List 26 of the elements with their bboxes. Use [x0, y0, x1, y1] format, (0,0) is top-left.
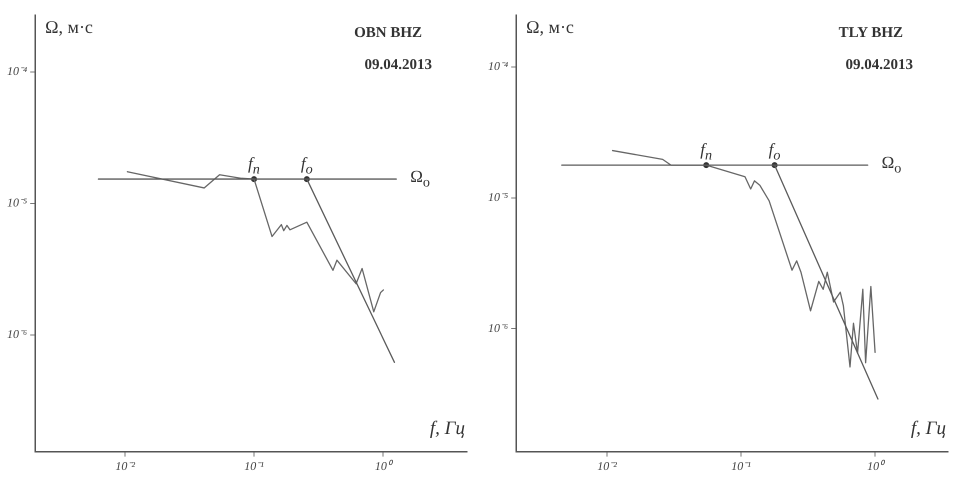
annotation: f$_{o}$: [768, 140, 780, 165]
annotation: f$_{n}$: [248, 154, 260, 178]
x-axis-title: f, Гц: [910, 418, 946, 440]
x-axis-title: f, Гц: [430, 418, 465, 440]
annotation: f$_{n}$: [700, 140, 712, 165]
y-tick-label: 10⁻⁴: [7, 64, 28, 78]
series-label: Ω$_{o}$: [410, 167, 430, 192]
text: TLY BHZ: [838, 25, 903, 42]
x-tick-label: 10⁰: [867, 458, 886, 473]
text: 09.04.2013: [846, 57, 913, 74]
y-tick-label: 10⁻⁶: [7, 327, 28, 342]
y-axis-title: Ω, м·с: [526, 17, 574, 38]
text: 09.04.2013: [364, 57, 432, 74]
x-tick-label: 10⁻²: [115, 458, 136, 473]
x-tick-label: 10⁻²: [597, 458, 618, 473]
series-label: Ω$_{o}$: [882, 153, 902, 178]
y-tick-label: 10⁻⁵: [488, 190, 508, 204]
text: OBN BHZ: [354, 25, 422, 42]
x-tick-label: 10⁻¹: [244, 458, 264, 473]
y-axis-title: Ω, м·с: [45, 17, 93, 38]
y-tick-label: 10⁻⁵: [7, 196, 28, 210]
y-tick-label: 10⁻⁶: [488, 320, 508, 335]
x-tick-label: 10⁻¹: [731, 458, 752, 473]
x-tick-label: 10⁰: [374, 458, 394, 473]
y-tick-label: 10⁻⁴: [488, 59, 508, 74]
annotation: f$_{o}$: [300, 154, 313, 178]
